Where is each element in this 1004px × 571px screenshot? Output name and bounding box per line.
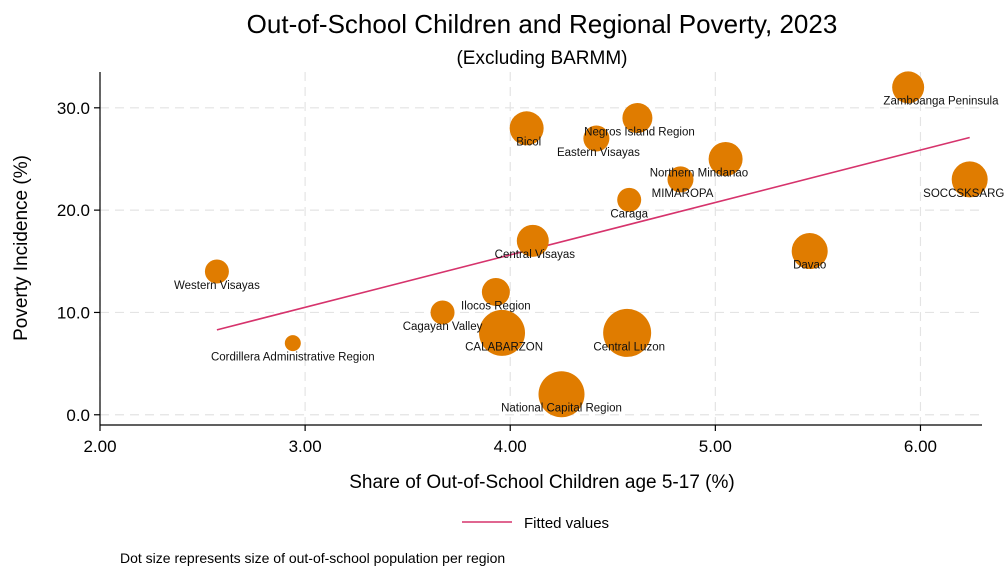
point-label: Central Visayas (495, 249, 576, 261)
x-tick-label: 6.00 (904, 437, 937, 456)
point-label: Bicol (516, 137, 541, 149)
chart-note: Dot size represents size of out-of-schoo… (120, 550, 505, 566)
point-label: MIMAROPA (652, 188, 714, 200)
y-axis-title: Poverty Incidence (%) (11, 155, 32, 341)
point-label-layer: Zamboanga Peninsula Bicol Negros Island Re… (174, 96, 1004, 415)
data-point (479, 309, 526, 356)
point-label: Northern Mindanao (650, 167, 748, 179)
data-point (538, 371, 585, 418)
data-point (516, 224, 549, 257)
fit-line-layer (216, 136, 970, 331)
legend: Fitted values (462, 515, 609, 532)
y-tick-label: 30.0 (57, 99, 90, 118)
x-tick-label: 4.00 (494, 437, 527, 456)
point-label: National Capital Region (501, 403, 622, 415)
point-label: SOCCSKSARGEN (923, 188, 1004, 200)
point-label: Western Visayas (174, 280, 260, 292)
x-tick-label: 5.00 (699, 437, 732, 456)
y-tick-label: 20.0 (57, 201, 90, 220)
point-label: Eastern Visayas (557, 147, 640, 159)
data-point (622, 103, 653, 134)
data-point (583, 125, 610, 152)
data-point (509, 111, 544, 146)
data-point (791, 233, 828, 270)
point-layer (204, 71, 988, 418)
grid-lines (99, 72, 982, 425)
data-point (951, 161, 988, 198)
y-tick-label: 10.0 (57, 303, 90, 322)
data-point (481, 277, 510, 306)
axes: 2.00 3.00 4.00 5.00 6.00 0.0 10.0 20.0 30.0 (57, 72, 982, 456)
data-point (603, 308, 652, 357)
point-label: Davao (793, 259, 826, 271)
y-tick-label: 0.0 (66, 406, 90, 425)
data-point (204, 259, 229, 284)
data-point (430, 300, 455, 325)
data-point (667, 166, 694, 193)
point-label: Cagayan Valley (403, 321, 483, 333)
data-point (892, 71, 925, 104)
point-label: Cordillera Administrative Region (211, 352, 375, 364)
chart-subtitle: (Excluding BARMM) (456, 48, 627, 69)
x-tick-label: 3.00 (289, 437, 322, 456)
point-label: CALABARZON (465, 341, 543, 353)
data-point (708, 141, 743, 176)
legend-label: Fitted values (524, 515, 609, 532)
point-label: Central Luzon (593, 341, 665, 353)
x-axis-title: Share of Out-of-School Children age 5-17… (349, 472, 734, 493)
point-label: Caraga (610, 208, 648, 220)
chart-title: Out-of-School Children and Regional Pove… (247, 9, 838, 39)
fitted-line (216, 136, 970, 331)
x-tick-label: 2.00 (83, 437, 116, 456)
data-point (617, 187, 642, 212)
data-point (284, 335, 301, 352)
point-label: Ilocos Region (461, 300, 531, 312)
point-label: Zamboanga Peninsula (883, 96, 999, 108)
point-label: Negros Island Region (584, 126, 695, 138)
